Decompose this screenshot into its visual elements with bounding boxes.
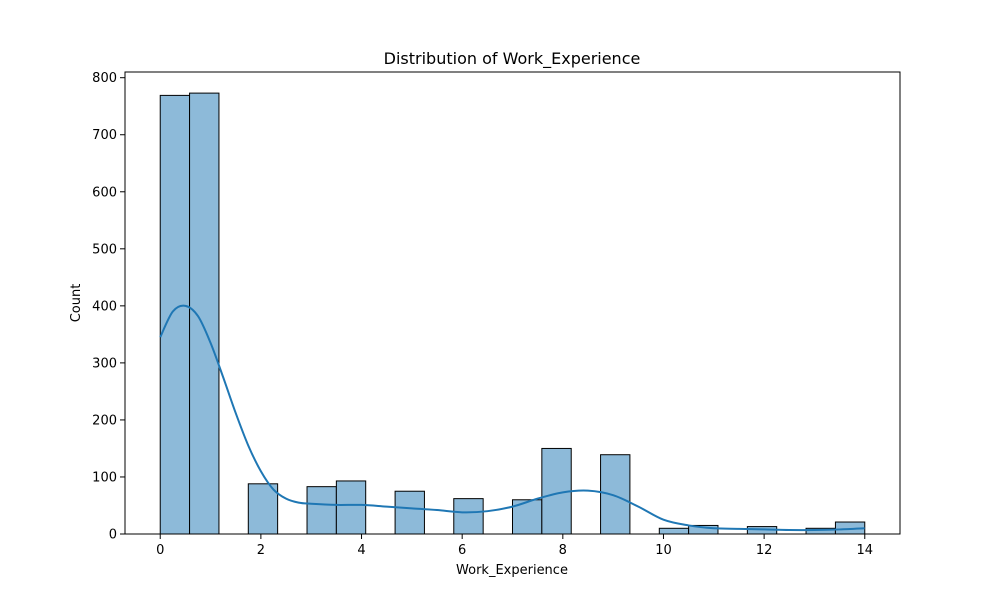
x-tick-label: 10 bbox=[655, 543, 672, 558]
histogram-bar-4 bbox=[335, 480, 367, 535]
y-tick-label: 0 bbox=[109, 528, 117, 543]
x-tick-label: 6 bbox=[458, 543, 466, 558]
x-axis-title: Work_Experience bbox=[456, 563, 568, 578]
histogram-bar-10 bbox=[658, 527, 690, 535]
histogram-bar-3 bbox=[306, 486, 337, 535]
y-tick-label: 700 bbox=[92, 128, 117, 143]
y-tick-label: 100 bbox=[92, 470, 117, 485]
chart-title: Distribution of Work_Experience bbox=[384, 49, 641, 69]
y-tick-label: 300 bbox=[92, 356, 117, 371]
x-tick-label: 12 bbox=[756, 543, 773, 558]
y-tick-label: 600 bbox=[92, 185, 117, 200]
plot-frame bbox=[124, 71, 901, 535]
histogram-bar-0 bbox=[159, 94, 191, 535]
x-axis: 0 2 4 6 8 10 12 14 bbox=[156, 534, 873, 558]
kde-line bbox=[159, 304, 865, 532]
histogram-bar-1 bbox=[189, 92, 220, 535]
y-tick-label: 800 bbox=[92, 71, 117, 86]
x-tick-label: 2 bbox=[257, 543, 265, 558]
kde-curve-group bbox=[159, 304, 865, 532]
x-tick-label: 14 bbox=[856, 543, 873, 558]
histogram-bars bbox=[159, 92, 866, 535]
histogram-bar-9 bbox=[600, 454, 631, 535]
x-tick-label: 8 bbox=[559, 543, 567, 558]
histogram-bar-5 bbox=[394, 490, 425, 535]
y-axis: 0 100 200 300 400 500 600 700 800 bbox=[92, 71, 125, 543]
y-tick-label: 400 bbox=[92, 299, 117, 314]
histogram-bar-2 bbox=[247, 483, 279, 535]
x-tick-label: 4 bbox=[357, 543, 365, 558]
y-tick-label: 500 bbox=[92, 242, 117, 257]
x-tick-label: 0 bbox=[156, 543, 164, 558]
y-tick-label: 200 bbox=[92, 413, 117, 428]
y-axis-title: Count bbox=[69, 284, 84, 323]
histogram-bar-6 bbox=[453, 498, 484, 535]
